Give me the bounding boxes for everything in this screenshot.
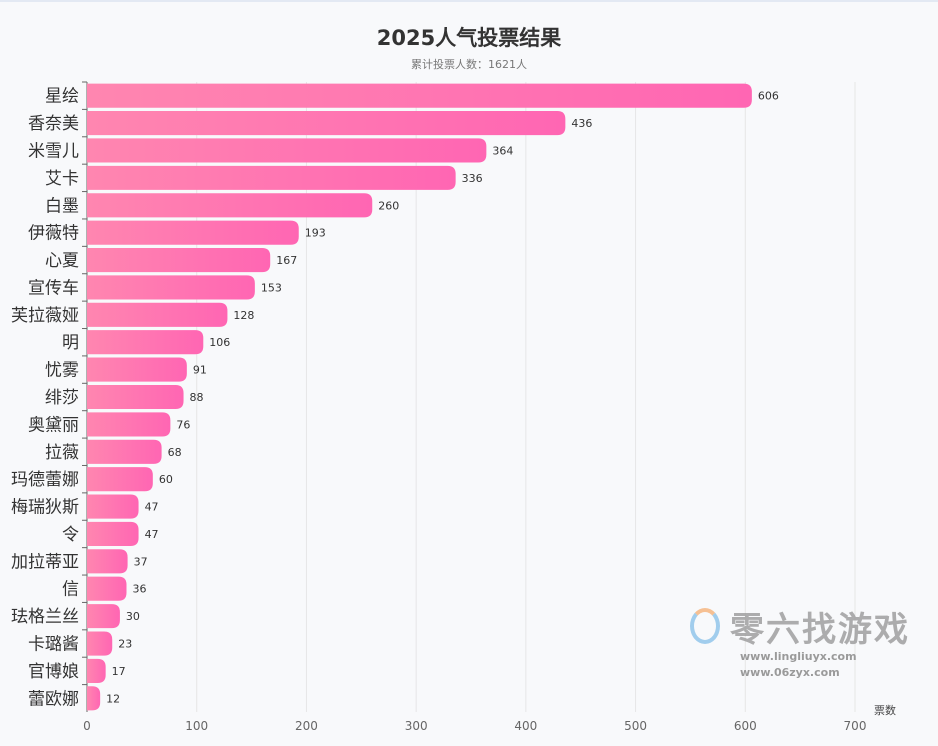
- category-label: 蕾欧娜: [28, 689, 79, 709]
- x-tick-label: 400: [514, 719, 537, 733]
- category-label: 卡璐酱: [28, 635, 79, 655]
- data-label: 17: [112, 665, 126, 678]
- category-label: 艾卡: [45, 169, 79, 189]
- bar: [87, 686, 101, 711]
- bar: [87, 357, 187, 382]
- bar: [87, 220, 299, 245]
- data-label: 37: [134, 555, 148, 568]
- category-label: 梅瑞狄斯: [11, 498, 79, 518]
- data-label: 47: [145, 501, 159, 514]
- x-axis-name: 票数: [874, 704, 896, 717]
- category-label: 加拉蒂亚: [11, 552, 79, 572]
- bar: [87, 138, 487, 163]
- watermark-url1: www.lingliuyx.com: [740, 650, 857, 663]
- bar: [87, 576, 127, 601]
- bar: [87, 330, 204, 355]
- bar: [87, 467, 153, 492]
- bar: [87, 275, 255, 300]
- category-label: 官博娘: [28, 662, 79, 682]
- category-label: 明: [62, 333, 79, 353]
- category-label: 珐格兰丝: [11, 607, 79, 627]
- bar: [87, 412, 171, 437]
- bar: [87, 247, 271, 273]
- data-label: 606: [758, 90, 779, 103]
- bar: [87, 384, 184, 410]
- bar: [87, 604, 120, 629]
- data-label: 336: [462, 172, 483, 185]
- category-label: 白墨: [45, 196, 79, 216]
- data-label: 60: [159, 473, 173, 486]
- category-label: 拉薇: [45, 443, 79, 463]
- watermark-url2: www.06zyx.com: [740, 666, 840, 679]
- bar: [87, 631, 113, 656]
- data-label: 30: [126, 610, 140, 623]
- chart-subtitle: 累计投票人数：1621人: [411, 58, 527, 71]
- category-label: 令: [62, 525, 79, 545]
- bar: [87, 494, 139, 519]
- category-label: 伊薇特: [28, 224, 79, 244]
- data-label: 193: [305, 227, 326, 240]
- watermark-brand: 零六找游戏: [730, 610, 910, 650]
- category-label: 香奈美: [28, 114, 79, 134]
- data-label: 76: [176, 418, 190, 431]
- data-label: 47: [145, 528, 159, 541]
- x-tick-label: 700: [844, 719, 867, 733]
- category-label: 信: [62, 580, 79, 600]
- category-label: 芙拉薇娅: [11, 306, 79, 326]
- x-tick-label: 300: [405, 719, 428, 733]
- x-tick-label: 200: [295, 719, 318, 733]
- data-label: 436: [571, 117, 592, 130]
- category-label: 星绘: [45, 87, 79, 107]
- data-label: 91: [193, 364, 207, 377]
- category-label: 心夏: [45, 251, 79, 271]
- x-tick-label: 0: [83, 719, 91, 733]
- data-label: 153: [261, 281, 282, 294]
- bar: [87, 521, 139, 547]
- category-label: 宣传车: [28, 278, 79, 298]
- watermark-logo-icon: [690, 608, 720, 644]
- bar: [87, 549, 128, 574]
- data-label: 128: [233, 309, 254, 322]
- bar: [87, 658, 106, 683]
- bar: [87, 165, 456, 190]
- data-label: 23: [118, 638, 132, 651]
- x-tick-label: 600: [734, 719, 757, 733]
- data-label: 12: [106, 692, 120, 705]
- category-label: 玛德蕾娜: [11, 470, 79, 490]
- category-label: 米雪儿: [28, 141, 79, 161]
- data-label: 364: [492, 144, 513, 157]
- data-label: 260: [378, 199, 399, 212]
- data-label: 36: [132, 583, 146, 596]
- bar: [87, 111, 566, 136]
- bar: [87, 439, 162, 464]
- data-label: 88: [190, 391, 204, 404]
- category-label: 忧雾: [45, 361, 79, 381]
- data-label: 167: [276, 254, 297, 267]
- bar: [87, 83, 752, 108]
- data-label: 106: [209, 336, 230, 349]
- x-tick-label: 500: [624, 719, 647, 733]
- category-label: 奥黛丽: [28, 415, 79, 435]
- data-label: 68: [168, 446, 182, 459]
- chart-title: 2025人气投票结果: [376, 26, 562, 50]
- bar: [87, 302, 228, 327]
- x-tick-label: 100: [185, 719, 208, 733]
- category-label: 绯莎: [45, 388, 79, 408]
- bar: [87, 193, 373, 218]
